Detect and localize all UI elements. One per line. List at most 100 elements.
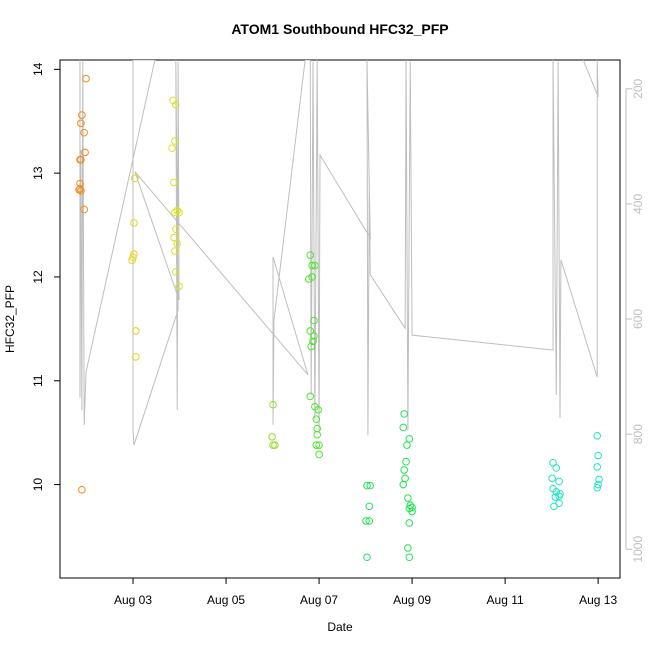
- y-tick-label: 14: [31, 62, 45, 76]
- point: [306, 327, 315, 335]
- point: [405, 519, 414, 527]
- point: [365, 517, 374, 525]
- y2-tick-label: 200: [631, 78, 645, 98]
- point: [593, 483, 602, 492]
- point: [77, 186, 85, 195]
- point: [310, 316, 318, 325]
- point: [402, 457, 410, 466]
- point: [400, 466, 408, 474]
- y-tick-label: 12: [31, 270, 45, 284]
- point: [399, 423, 408, 432]
- plot-area: [75, 60, 603, 562]
- point: [363, 481, 371, 490]
- point: [78, 111, 86, 119]
- point: [78, 485, 86, 494]
- point: [271, 441, 279, 449]
- point: [400, 410, 408, 418]
- point: [175, 282, 183, 291]
- point: [404, 494, 412, 502]
- point: [363, 553, 371, 562]
- point: [408, 507, 416, 516]
- point: [132, 353, 140, 361]
- point: [312, 441, 321, 449]
- point: [365, 502, 374, 511]
- point: [306, 251, 315, 259]
- point: [306, 392, 315, 401]
- point: [75, 185, 83, 194]
- point: [168, 144, 176, 153]
- point: [131, 174, 139, 183]
- point: [130, 219, 138, 227]
- x-axis-label: Date: [327, 620, 353, 634]
- chart-title: ATOM1 Southbound HFC32_PFP: [231, 21, 448, 37]
- x-tick-label: Aug 07: [300, 593, 338, 607]
- point: [172, 225, 180, 234]
- point: [555, 499, 563, 508]
- point: [128, 256, 136, 265]
- point: [405, 553, 414, 562]
- point: [269, 400, 277, 409]
- y-tick-label: 10: [31, 478, 45, 492]
- x-tick-label: Aug 03: [114, 593, 152, 607]
- y2-tick-label: 1000: [631, 536, 645, 563]
- point: [401, 474, 409, 483]
- point: [80, 128, 88, 137]
- point: [408, 503, 416, 512]
- y-tick-label: 13: [31, 166, 45, 180]
- point: [171, 208, 179, 217]
- point: [548, 474, 556, 483]
- point: [173, 206, 182, 215]
- point: [307, 342, 315, 351]
- point: [552, 464, 561, 472]
- point: [171, 137, 179, 145]
- point: [132, 327, 140, 335]
- point: [362, 517, 370, 525]
- point: [313, 430, 322, 439]
- point: [170, 178, 178, 187]
- point: [404, 544, 412, 552]
- point: [80, 205, 88, 214]
- point: [310, 332, 318, 340]
- y2-tick-label: 600: [631, 309, 645, 329]
- x-tick-label: Aug 11: [487, 593, 524, 607]
- point: [594, 451, 602, 460]
- x-tick-label: Aug 13: [579, 593, 617, 607]
- point: [268, 433, 276, 441]
- point: [308, 261, 316, 270]
- point: [594, 480, 602, 489]
- point: [81, 148, 89, 157]
- point: [399, 480, 408, 489]
- y-tick-label: 11: [31, 374, 45, 387]
- y-axis-label: HFC32_PFP: [3, 285, 17, 353]
- y2-tick-label: 800: [631, 424, 645, 444]
- point: [593, 431, 602, 440]
- point: [314, 406, 322, 414]
- point: [315, 441, 323, 449]
- point: [405, 435, 414, 443]
- point: [366, 481, 375, 490]
- point: [308, 273, 316, 281]
- point: [77, 155, 85, 164]
- point: [309, 337, 317, 346]
- point: [129, 253, 137, 262]
- point: [175, 208, 183, 217]
- plot-frame: [59, 59, 621, 579]
- point: [315, 450, 323, 459]
- point: [173, 239, 182, 248]
- pressure-line: [79, 60, 599, 446]
- point: [170, 233, 178, 242]
- point: [172, 100, 180, 109]
- point: [555, 477, 563, 486]
- point: [77, 119, 85, 128]
- point: [556, 490, 564, 498]
- point: [593, 463, 602, 471]
- point: [172, 267, 180, 276]
- point: [82, 74, 90, 83]
- point: [595, 475, 603, 484]
- x-tick-label: Aug 05: [207, 593, 245, 607]
- point: [312, 415, 321, 423]
- point: [311, 261, 319, 270]
- point: [171, 247, 179, 255]
- point: [403, 441, 411, 449]
